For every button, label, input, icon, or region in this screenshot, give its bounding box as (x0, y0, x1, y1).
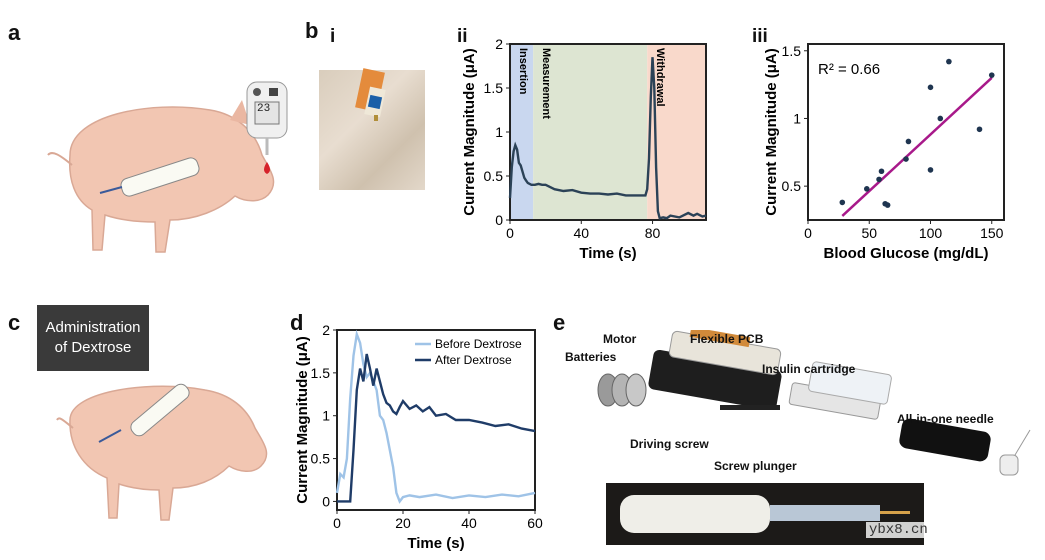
series-line-0 (508, 57, 707, 220)
panel-c-label: c (8, 310, 21, 335)
data-point-12 (976, 126, 983, 133)
x-tick-label-1: 40 (573, 225, 589, 241)
data-point-0 (839, 199, 846, 206)
data-point-7 (905, 138, 912, 145)
x-tick-label-3: 150 (980, 225, 1004, 241)
data-point-6 (903, 156, 909, 162)
y-tick-label-1: 1 (793, 110, 801, 126)
r-squared-annotation: R² = 0.66 (818, 61, 880, 78)
y-tick-label-3: 1.5 (311, 365, 331, 381)
panel-b-ii-label: ii (457, 26, 468, 47)
dextrose-line-2: of Dextrose (54, 339, 132, 356)
meter-reading: 23 (257, 103, 271, 115)
data-point-8 (927, 167, 934, 173)
plot-frame (807, 43, 1005, 221)
x-axis-label: Time (s) (579, 245, 636, 262)
y-tick-label-0: 0 (322, 493, 330, 509)
region-1 (533, 44, 648, 220)
x-tick-label-0: 0 (506, 225, 514, 241)
data-point-10 (937, 115, 944, 122)
label-motor: Motor (603, 332, 637, 346)
x-tick-label-0: 0 (333, 515, 341, 531)
chart-current-vs-time: Insertion Measurement Withdrawal 0 40 80 0 0.5 1… (461, 38, 707, 262)
chart-dextrose-response: 0 20 40 60 0 0.5 1 1.5 2 Time (s) Current Magnitud… (294, 322, 543, 552)
y-tick-label-1: 0.5 (484, 168, 504, 184)
panel-d-label: d (290, 310, 304, 335)
y-tick-label-4: 2 (322, 322, 330, 338)
data-point-5 (884, 202, 891, 208)
y-axis-label: Current Magnitude (μA) (294, 336, 311, 504)
legend-label-0: Before Dextrose (435, 337, 522, 351)
glucometer-icon (246, 81, 288, 174)
watermark: ybx8.cn (866, 522, 931, 538)
panel-e-label: e (553, 310, 566, 335)
x-axis-label: Blood Glucose (mg/dL) (824, 245, 989, 262)
region-label-2: Withdrawal (654, 48, 666, 107)
data-point-9 (927, 84, 934, 91)
label-all-in-one-needle: All-in-one needle (897, 412, 994, 426)
x-tick-label-1: 20 (395, 515, 411, 531)
data-point-3 (878, 168, 885, 175)
y-tick-label-4: 2 (495, 38, 503, 52)
x-tick-label-1: 50 (861, 225, 877, 241)
dextrose-line-1: Administration (45, 319, 141, 336)
data-point-1 (864, 186, 870, 192)
legend-label-1: After Dextrose (435, 353, 512, 367)
label-driving-screw: Driving screw (630, 437, 709, 451)
y-tick-label-2: 1 (495, 124, 503, 140)
y-tick-label-0: 0 (495, 212, 503, 228)
region-0 (510, 44, 534, 220)
data-point-2 (876, 176, 882, 183)
sensor-device-icon (120, 157, 200, 197)
pig-illustration-c (56, 383, 268, 521)
label-screw-plunger: Screw plunger (714, 459, 797, 473)
plot-frame (336, 329, 536, 511)
patch-pump-icon (130, 383, 190, 437)
panel-b-iii-label: iii (752, 26, 768, 47)
series-line-1 (337, 353, 536, 503)
pig-illustration-a (47, 100, 275, 253)
x-tick-label-0: 0 (804, 225, 812, 241)
y-axis-label: Current Magnitude (μA) (763, 48, 780, 216)
y-tick-label-2: 1 (322, 408, 330, 424)
data-point-11 (946, 58, 952, 65)
y-axis-label: Current Magnitude (μA) (461, 48, 478, 216)
device-exploded-view (597, 330, 1031, 476)
panel-b-i-label: i (330, 26, 336, 47)
y-tick-label-3: 1.5 (484, 80, 504, 96)
x-tick-label-2: 100 (919, 225, 943, 241)
x-tick-label-3: 60 (527, 515, 543, 531)
label-batteries: Batteries (565, 350, 617, 364)
y-tick-label-0: 0.5 (782, 178, 802, 194)
panel-a-label: a (8, 20, 21, 45)
label-insulin-cartridge: Insulin cartridge (762, 362, 856, 376)
dextrose-label-box: Administration of Dextrose (37, 305, 149, 371)
fit-line (841, 76, 993, 217)
y-tick-label-2: 1.5 (782, 43, 802, 59)
chart-current-vs-glucose: 0 50 100 150 0.5 1 1.5 Blood Glucose (mg/dL) Cur… (763, 43, 1005, 262)
region-label-0: Insertion (517, 48, 529, 95)
x-axis-label: Time (s) (407, 535, 464, 552)
panel-b-label: b (305, 18, 319, 43)
insertion-photo (319, 68, 425, 190)
series-line-0 (335, 329, 536, 504)
region-label-1: Measurement (540, 48, 552, 119)
x-tick-label-2: 40 (461, 515, 477, 531)
y-tick-label-1: 0.5 (311, 451, 331, 467)
x-tick-label-2: 80 (645, 225, 661, 241)
data-point-13 (988, 72, 995, 78)
label-flexible-pcb: Flexible PCB (690, 332, 764, 346)
